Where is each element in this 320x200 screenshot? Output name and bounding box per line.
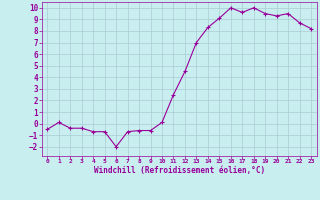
X-axis label: Windchill (Refroidissement éolien,°C): Windchill (Refroidissement éolien,°C) xyxy=(94,166,265,175)
